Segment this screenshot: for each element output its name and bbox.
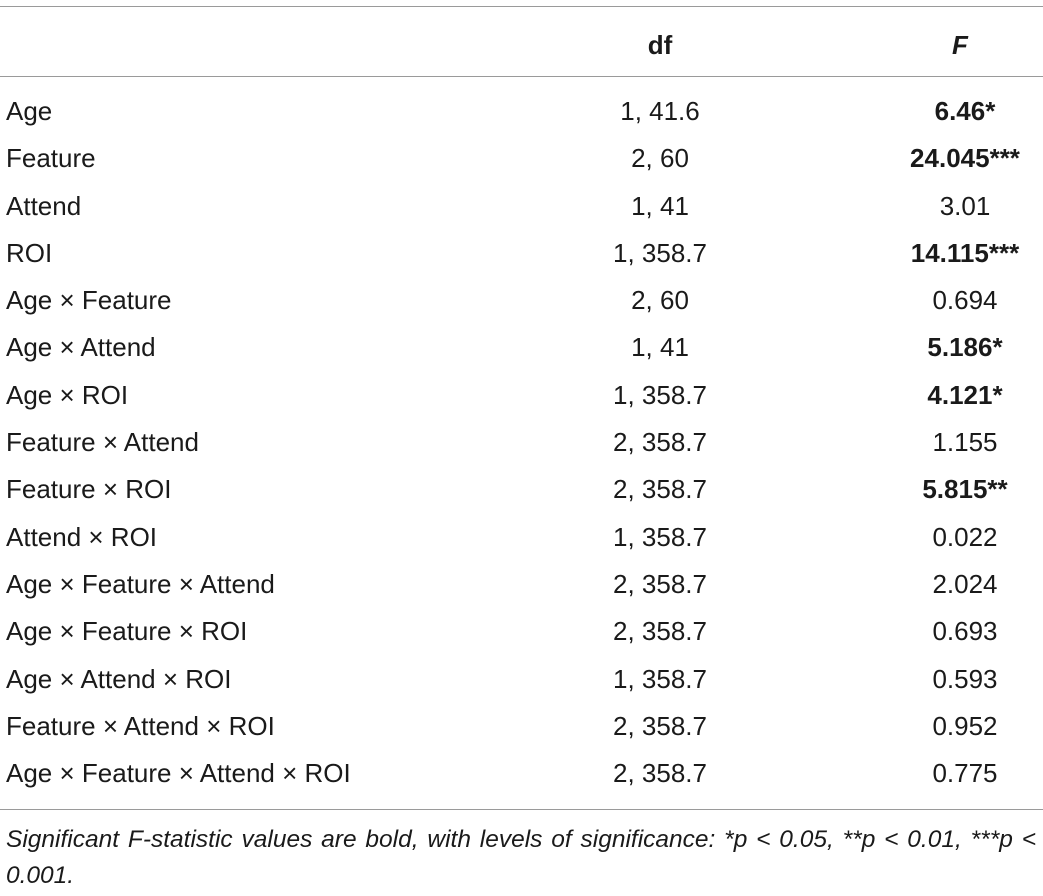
f-value-cell: 4.121* bbox=[927, 379, 1003, 410]
df-cell: 2, 358.7 bbox=[613, 616, 707, 647]
df-cell: 2, 358.7 bbox=[613, 474, 707, 505]
f-value-cell: 6.46* bbox=[934, 96, 996, 126]
effect-cell: Feature × Attend × ROI bbox=[6, 710, 275, 741]
df-cell: 2, 60 bbox=[631, 285, 689, 316]
table-row: Feature × Attend 2, 358.7 1.155 bbox=[0, 419, 1043, 466]
df-cell: 2, 358.7 bbox=[613, 427, 707, 458]
table-row: Attend 1, 41 3.01 bbox=[0, 183, 1043, 230]
table-row: Age × ROI 1, 358.7 4.121* bbox=[0, 372, 1043, 419]
table-row: ROI 1, 358.7 14.115*** bbox=[0, 230, 1043, 277]
df-cell: 1, 358.7 bbox=[613, 379, 707, 410]
effect-cell: Age × Feature × Attend × ROI bbox=[6, 758, 351, 789]
df-cell: 2, 358.7 bbox=[613, 568, 707, 599]
f-value-cell: 0.775 bbox=[932, 758, 998, 789]
f-value-cell: 14.115*** bbox=[910, 237, 1020, 268]
table-row: Age × Attend 1, 41 5.186* bbox=[0, 324, 1043, 371]
effect-cell: Age × Attend × ROI bbox=[6, 663, 232, 694]
f-value-cell: 5.815** bbox=[922, 474, 1008, 505]
df-cell: 2, 60 bbox=[631, 143, 689, 174]
effect-cell: Feature × Attend bbox=[6, 427, 199, 458]
table-body: Age 1, 41.6 6.46* Feature 2, 60 24.045*** Atte… bbox=[0, 88, 1043, 797]
table-top-rule bbox=[0, 6, 1043, 7]
column-header-f: F bbox=[952, 30, 968, 60]
effect-cell: Age × Attend bbox=[6, 332, 156, 363]
df-cell: 2, 358.7 bbox=[613, 758, 707, 789]
df-cell: 1, 358.7 bbox=[613, 521, 707, 552]
table-row: Feature × Attend × ROI 2, 358.7 0.952 bbox=[0, 703, 1043, 750]
df-cell: 1, 41 bbox=[631, 332, 689, 363]
effect-cell: Age × Feature × ROI bbox=[6, 616, 248, 647]
f-value-cell: 1.155 bbox=[932, 427, 998, 458]
f-value-cell: 0.694 bbox=[932, 285, 998, 316]
table-row: Age × Feature × Attend 2, 358.7 2.024 bbox=[0, 561, 1043, 608]
df-cell: 1, 41.6 bbox=[620, 96, 700, 126]
table-row: Age × Attend × ROI 1, 358.7 0.593 bbox=[0, 656, 1043, 703]
f-value-cell: 0.952 bbox=[932, 710, 998, 741]
column-header-df: df bbox=[647, 30, 673, 60]
df-cell: 1, 41 bbox=[631, 190, 689, 221]
df-cell: 1, 358.7 bbox=[613, 237, 707, 268]
df-cell: 1, 358.7 bbox=[613, 663, 707, 694]
effect-cell: Attend × ROI bbox=[6, 521, 158, 552]
effect-cell: Age × Feature bbox=[6, 285, 172, 316]
effect-cell: Age bbox=[6, 96, 53, 126]
f-value-cell: 0.693 bbox=[932, 616, 998, 647]
table-row: Attend × ROI 1, 358.7 0.022 bbox=[0, 514, 1043, 561]
f-value-cell: 24.045*** bbox=[910, 143, 1020, 174]
effect-cell: ROI bbox=[6, 237, 53, 268]
table-row: Feature × ROI 2, 358.7 5.815** bbox=[0, 466, 1043, 513]
df-cell: 2, 358.7 bbox=[613, 710, 707, 741]
table-header-rule bbox=[0, 76, 1043, 77]
table-footnote: Significant F-statistic values are bold,… bbox=[6, 826, 1036, 889]
f-value-cell: 3.01 bbox=[939, 190, 991, 221]
effect-cell: Age × Feature × Attend bbox=[6, 568, 275, 599]
f-value-cell: 5.186* bbox=[927, 332, 1003, 363]
f-value-cell: 0.593 bbox=[932, 663, 998, 694]
table-bottom-rule bbox=[0, 809, 1043, 810]
table-row: Age × Feature × Attend × ROI 2, 358.7 0.77… bbox=[0, 750, 1043, 797]
table-row: Age × Feature 2, 60 0.694 bbox=[0, 277, 1043, 324]
effect-cell: Feature × ROI bbox=[6, 474, 172, 505]
table-row: Age 1, 41.6 6.46* bbox=[0, 88, 1043, 135]
f-value-cell: 2.024 bbox=[932, 568, 998, 599]
effect-cell: Age × ROI bbox=[6, 379, 129, 410]
table-row: Age × Feature × ROI 2, 358.7 0.693 bbox=[0, 608, 1043, 655]
table-row: Feature 2, 60 24.045*** bbox=[0, 135, 1043, 182]
effect-cell: Feature bbox=[6, 143, 96, 174]
table-header: df F bbox=[0, 6, 1043, 76]
effect-cell: Attend bbox=[6, 190, 82, 221]
f-value-cell: 0.022 bbox=[932, 521, 998, 552]
